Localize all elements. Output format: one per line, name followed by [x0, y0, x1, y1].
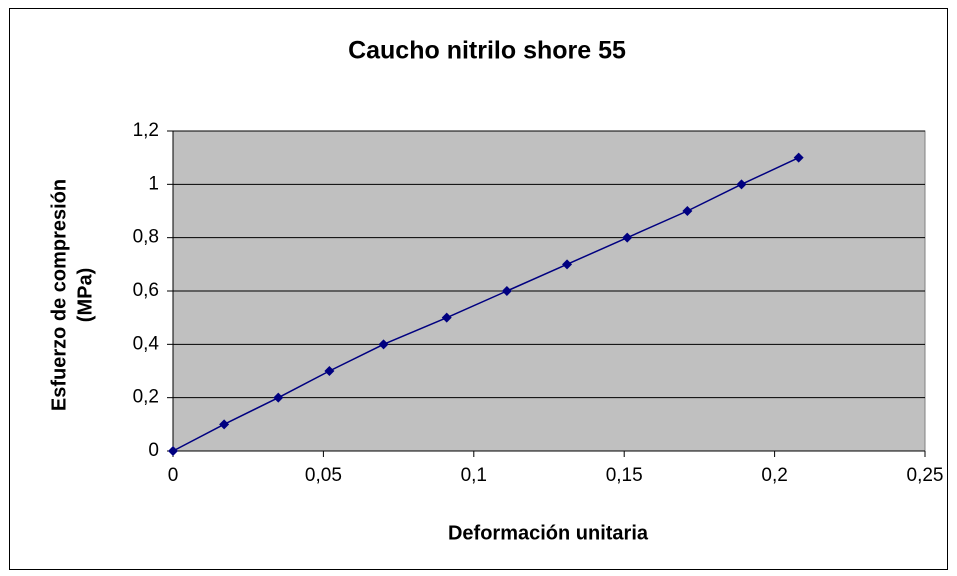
- y-tick-label: 1,2: [133, 120, 159, 141]
- x-tick-label: 0: [168, 465, 179, 486]
- data-point: [168, 446, 178, 456]
- series-line: [172, 156, 799, 452]
- y-axis-label: Esfuerzo de compresión (MPa): [48, 179, 96, 411]
- data-point: [324, 366, 335, 376]
- data-point: [622, 232, 633, 243]
- y-tick-label: 0: [148, 440, 159, 461]
- y-axis-label-line: Esfuerzo de compresión: [48, 179, 70, 411]
- x-tick-label: 0,2: [761, 465, 787, 486]
- data-point: [501, 286, 512, 296]
- data-point: [793, 152, 804, 163]
- data-point: [378, 339, 389, 350]
- y-tick-label: 0,4: [133, 333, 160, 354]
- y-tick-label: 0,2: [133, 387, 159, 408]
- data-point: [273, 392, 284, 403]
- data-point: [682, 206, 693, 216]
- data-point: [219, 419, 230, 430]
- x-tick-label: 0,1: [461, 465, 487, 486]
- data-point: [736, 179, 747, 190]
- x-axis-label: Deformación unitaria: [448, 522, 649, 544]
- y-axis-label-line: (MPa): [74, 268, 96, 322]
- x-tick-label: 0,05: [305, 465, 342, 486]
- x-tick-label: 0,15: [606, 465, 643, 486]
- data-point: [562, 259, 573, 270]
- y-tick-label: 1: [148, 173, 159, 194]
- y-tick-label: 0,8: [133, 227, 159, 248]
- chart-title: Caucho nitrilo shore 55: [348, 37, 626, 65]
- x-tick-label: 0,25: [907, 465, 944, 486]
- data-point: [441, 312, 452, 323]
- y-tick-label: 0,6: [133, 280, 159, 301]
